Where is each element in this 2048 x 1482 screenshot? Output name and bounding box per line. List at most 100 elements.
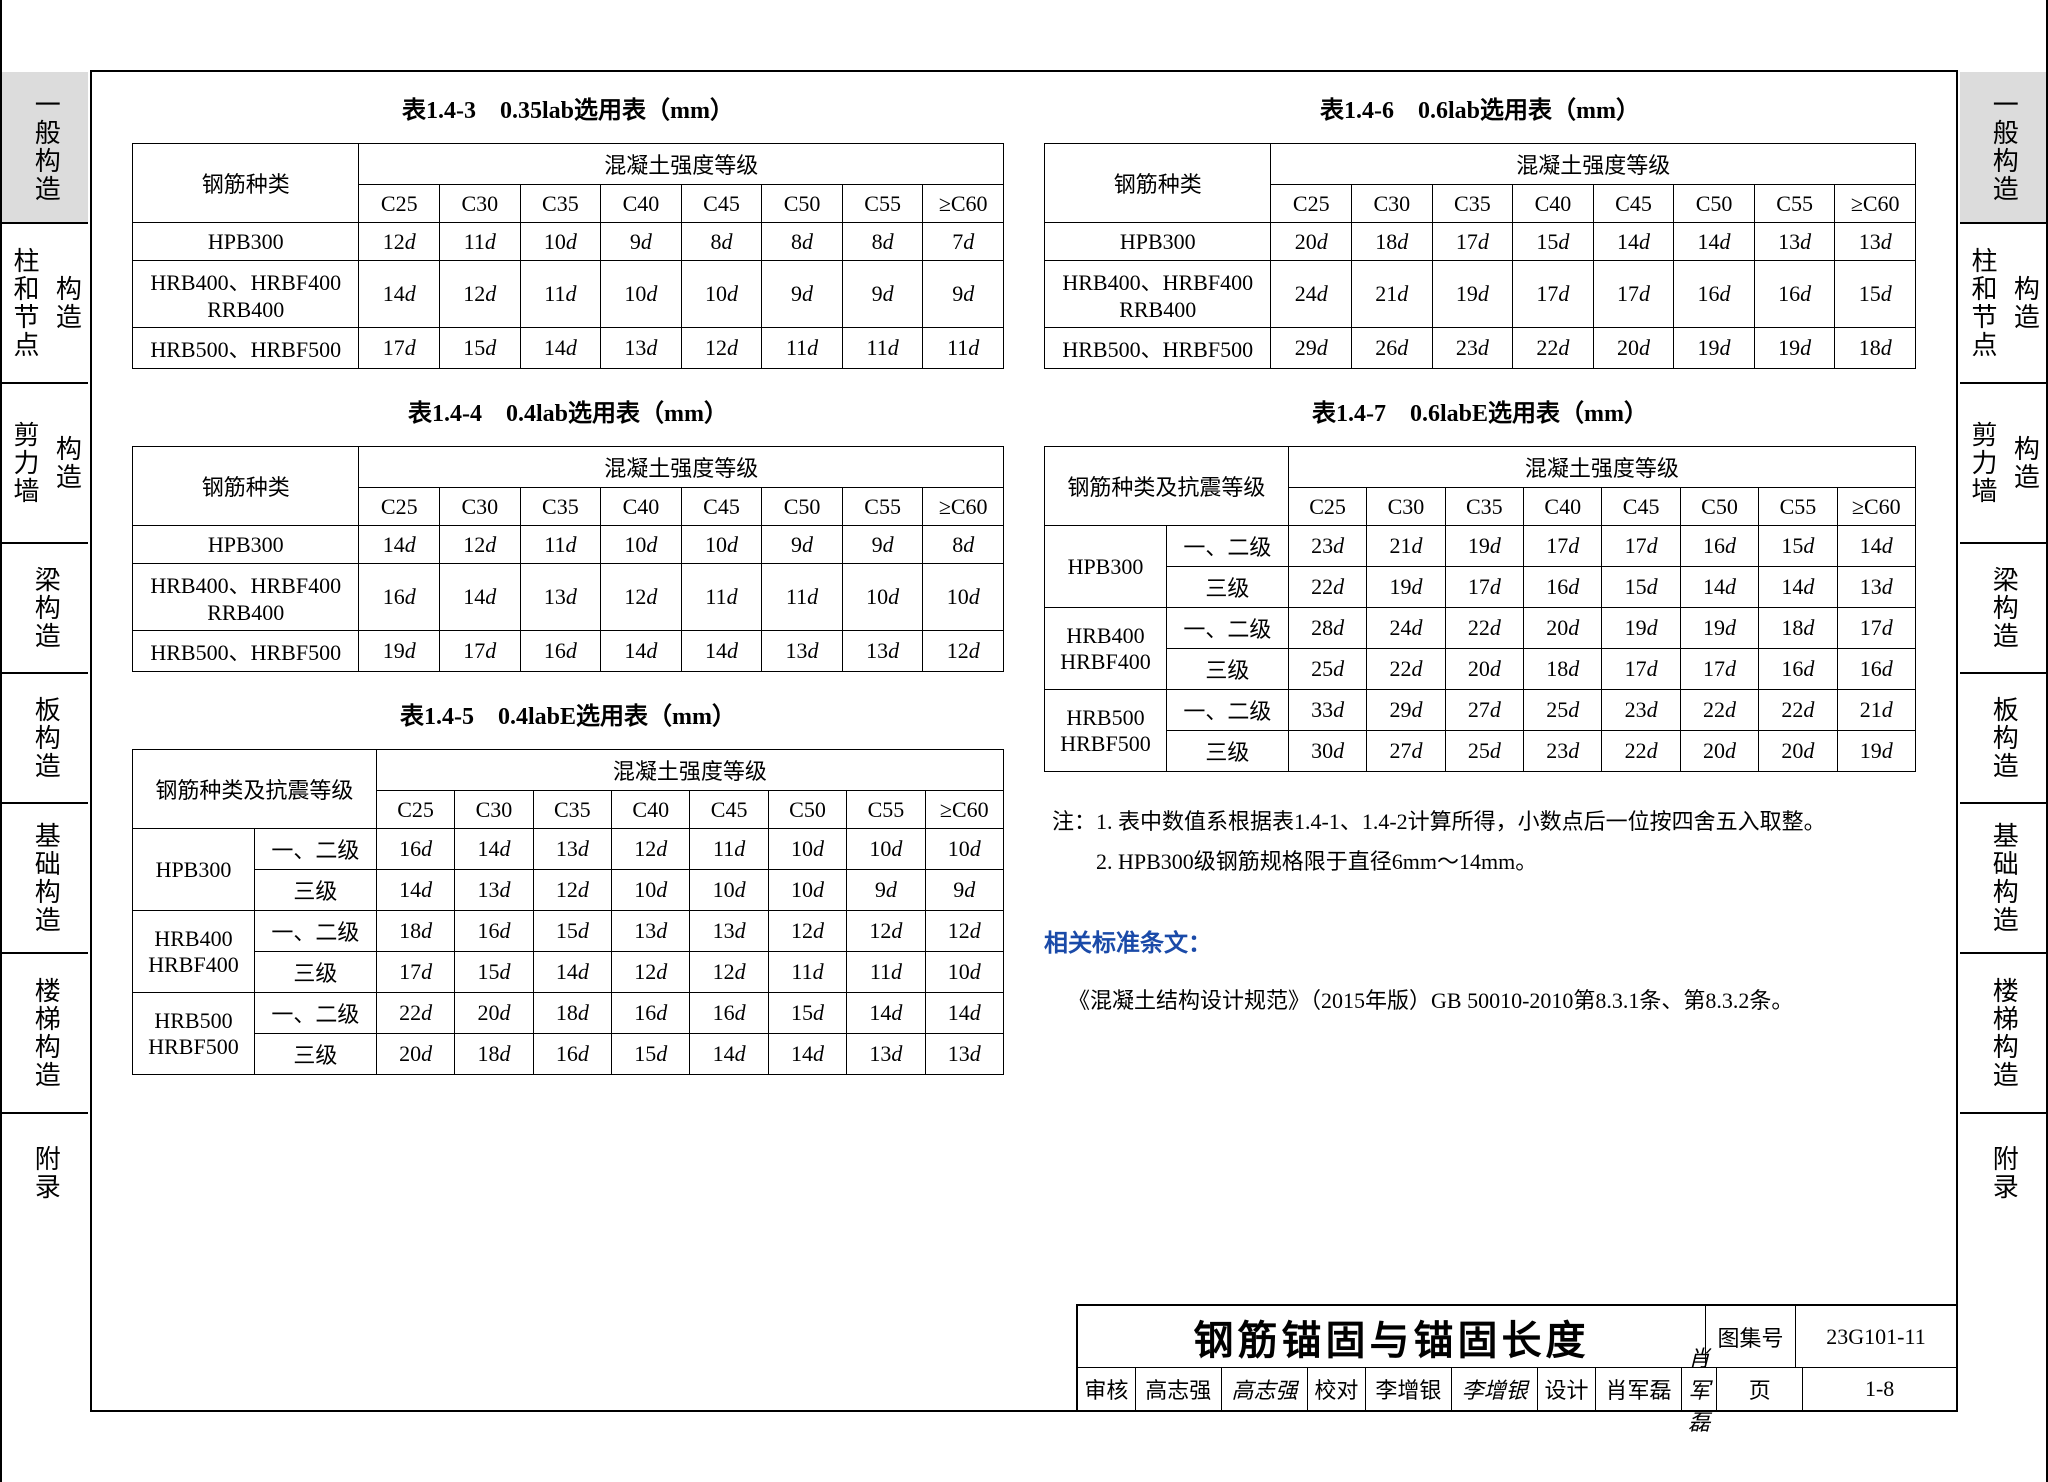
value-cell: 10d	[768, 829, 846, 870]
value-cell: 12d	[690, 952, 768, 993]
section-tab[interactable]: 基础构造	[2, 802, 88, 952]
value-cell: 25d	[1445, 731, 1523, 772]
value-cell: 11d	[762, 564, 843, 631]
section-tab[interactable]: 剪力墙构造	[2, 382, 88, 542]
section-tab[interactable]: 楼梯构造	[1960, 952, 2046, 1112]
grade-header: C30	[440, 185, 521, 223]
table-1-4-7: 钢筋种类及抗震等级混凝土强度等级C25C30C35C40C45C50C55≥C6…	[1044, 446, 1916, 772]
rebar-group-cell: HRB500HRBF500	[1045, 690, 1167, 772]
right-column: 表1.4-6 0.6lab选用表（mm） 钢筋种类混凝土强度等级C25C30C3…	[1044, 84, 1916, 1398]
value-cell: 7d	[923, 223, 1004, 261]
value-cell: 11d	[847, 952, 925, 993]
value-cell: 18d	[455, 1034, 533, 1075]
value-cell: 16d	[612, 993, 690, 1034]
value-cell: 26d	[1352, 328, 1433, 369]
rebar-group-cell: HPB300	[1045, 526, 1167, 608]
value-cell: 15d	[1835, 261, 1916, 328]
value-cell: 12d	[601, 564, 682, 631]
value-cell: 18d	[376, 911, 454, 952]
header-concrete-grade: 混凝土强度等级	[1271, 144, 1916, 185]
value-cell: 11d	[440, 223, 521, 261]
table-1-4-5: 钢筋种类及抗震等级混凝土强度等级C25C30C35C40C45C50C55≥C6…	[132, 749, 1004, 1075]
value-cell: 14d	[359, 526, 440, 564]
value-cell: 19d	[1680, 608, 1758, 649]
value-cell: 15d	[1602, 567, 1680, 608]
section-tab[interactable]: 附录	[2, 1112, 88, 1232]
section-tab[interactable]: 板构造	[2, 672, 88, 802]
value-cell: 13d	[925, 1034, 1003, 1075]
value-cell: 15d	[768, 993, 846, 1034]
value-cell: 12d	[612, 952, 690, 993]
value-cell: 29d	[1271, 328, 1352, 369]
value-cell: 23d	[1524, 731, 1602, 772]
section-tab[interactable]: 一般构造	[2, 72, 88, 222]
value-cell: 9d	[923, 261, 1004, 328]
section-tab[interactable]: 柱和节点构造	[2, 222, 88, 382]
seismic-level-cell: 一、二级	[1166, 526, 1288, 567]
value-cell: 22d	[1513, 328, 1594, 369]
caption-t144: 表1.4-4 0.4lab选用表（mm）	[132, 393, 1004, 428]
value-cell: 14d	[1759, 567, 1837, 608]
review-label: 审核	[1078, 1368, 1136, 1410]
page-frame: 表1.4-3 0.35lab选用表（mm） 钢筋种类混凝土强度等级C25C30C…	[90, 70, 1958, 1412]
value-cell: 17d	[359, 328, 440, 369]
section-tab[interactable]: 基础构造	[1960, 802, 2046, 952]
value-cell: 12d	[768, 911, 846, 952]
value-cell: 16d	[455, 911, 533, 952]
value-cell: 13d	[690, 911, 768, 952]
value-cell: 22d	[376, 993, 454, 1034]
section-tab[interactable]: 一般构造	[1960, 72, 2046, 222]
value-cell: 13d	[601, 328, 682, 369]
seismic-level-cell: 三级	[1166, 731, 1288, 772]
value-cell: 12d	[612, 829, 690, 870]
value-cell: 20d	[1271, 223, 1352, 261]
table-1-4-6: 钢筋种类混凝土强度等级C25C30C35C40C45C50C55≥C60HPB3…	[1044, 143, 1916, 369]
value-cell: 16d	[690, 993, 768, 1034]
value-cell: 16d	[376, 829, 454, 870]
check-label: 校对	[1308, 1368, 1366, 1410]
value-cell: 14d	[1680, 567, 1758, 608]
grade-header: C55	[842, 185, 923, 223]
value-cell: 25d	[1524, 690, 1602, 731]
rebar-type-cell: HRB400、HRBF400RRB400	[133, 261, 359, 328]
section-tab[interactable]: 梁构造	[2, 542, 88, 672]
value-cell: 8d	[923, 526, 1004, 564]
grade-header: C45	[1602, 488, 1680, 526]
rebar-type-cell: HPB300	[133, 526, 359, 564]
value-cell: 12d	[440, 261, 521, 328]
references-text: 《混凝土结构设计规范》（2015年版）GB 50010-2010第8.3.1条、…	[1044, 982, 1916, 1019]
value-cell: 22d	[1445, 608, 1523, 649]
section-tab[interactable]: 附录	[1960, 1112, 2046, 1232]
value-cell: 15d	[533, 911, 611, 952]
value-cell: 14d	[376, 870, 454, 911]
notes-block: 注：1. 表中数值系根据表1.4-1、1.4-2计算所得，小数点后一位按四舍五入…	[1044, 802, 1916, 881]
section-tab[interactable]: 梁构造	[1960, 542, 2046, 672]
grade-header: C50	[762, 488, 843, 526]
value-cell: 20d	[1593, 328, 1674, 369]
value-cell: 20d	[376, 1034, 454, 1075]
value-cell: 9d	[601, 223, 682, 261]
design-name: 肖军磊	[1596, 1368, 1682, 1410]
value-cell: 20d	[455, 993, 533, 1034]
grade-header: ≥C60	[923, 185, 1004, 223]
value-cell: 10d	[847, 829, 925, 870]
value-cell: 14d	[768, 1034, 846, 1075]
section-tab[interactable]: 柱和节点构造	[1960, 222, 2046, 382]
value-cell: 16d	[1674, 261, 1755, 328]
seismic-level-cell: 一、二级	[1166, 608, 1288, 649]
section-tab[interactable]: 板构造	[1960, 672, 2046, 802]
header-concrete-grade: 混凝土强度等级	[359, 447, 1004, 488]
seismic-level-cell: 三级	[254, 952, 376, 993]
section-tab[interactable]: 楼梯构造	[2, 952, 88, 1112]
value-cell: 27d	[1445, 690, 1523, 731]
header-rebar-type: 钢筋种类	[1045, 144, 1271, 223]
value-cell: 20d	[1759, 731, 1837, 772]
value-cell: 18d	[1352, 223, 1433, 261]
section-tab[interactable]: 剪力墙构造	[1960, 382, 2046, 542]
rebar-group-cell: HRB400HRBF400	[1045, 608, 1167, 690]
value-cell: 17d	[1513, 261, 1594, 328]
rebar-type-cell: HRB400、HRBF400RRB400	[1045, 261, 1271, 328]
value-cell: 12d	[533, 870, 611, 911]
grade-header: C30	[1352, 185, 1433, 223]
header-rebar-type: 钢筋种类	[133, 144, 359, 223]
